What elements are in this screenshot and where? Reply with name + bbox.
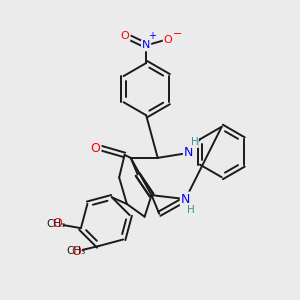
Text: H: H [190,137,198,147]
Text: O: O [91,142,100,154]
Text: O: O [52,218,62,230]
Text: O: O [121,31,130,41]
Text: CH₃: CH₃ [66,246,85,256]
Text: N: N [184,146,193,159]
Text: O: O [164,34,172,44]
Text: N: N [181,193,190,206]
Text: H: H [188,205,195,214]
Text: O: O [71,244,81,258]
Text: −: − [172,29,182,40]
Text: CH₃: CH₃ [47,219,66,229]
Text: N: N [142,40,150,50]
Text: +: + [148,31,156,41]
